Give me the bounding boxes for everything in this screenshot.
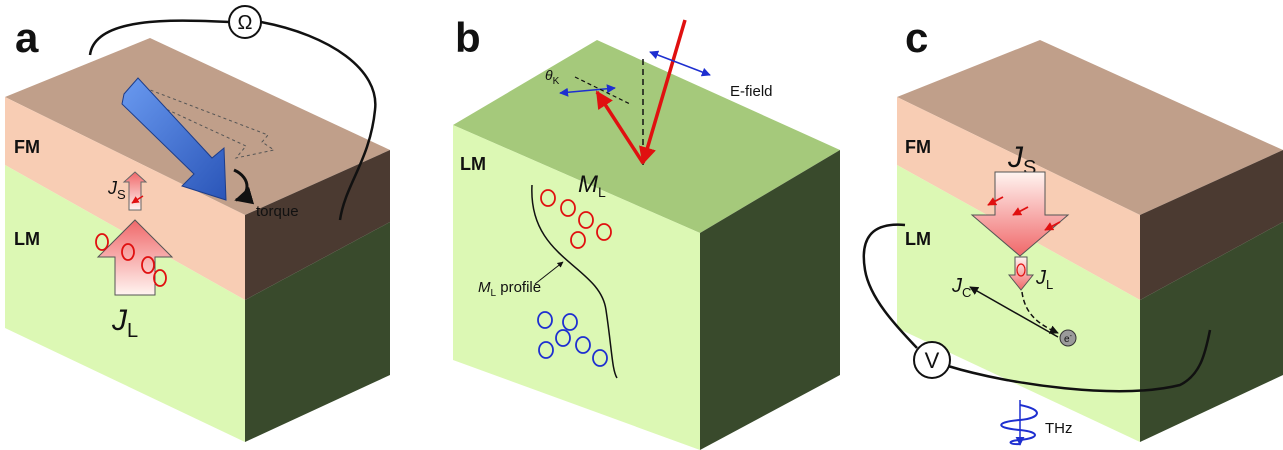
text-part: M — [478, 279, 491, 296]
voltmeter: V — [925, 348, 940, 373]
text-part: L — [598, 184, 606, 200]
thz-label: THz — [1045, 420, 1073, 437]
lm-label: LM — [460, 154, 486, 174]
panel-label: a — [15, 14, 39, 61]
text-part: M — [578, 171, 598, 198]
text-part: J — [1007, 141, 1024, 174]
ohmmeter: Ω — [238, 12, 253, 34]
torque-label: torque — [256, 203, 299, 220]
lm-label: LM — [14, 229, 40, 249]
lm-label: LM — [905, 229, 931, 249]
text-part: S — [117, 187, 126, 202]
panel-a: Ω a FM LM torque JS JL — [5, 6, 390, 442]
fm-label: FM — [905, 137, 931, 157]
text-part: profile — [496, 279, 541, 296]
shape — [1001, 405, 1037, 444]
fm-label: FM — [14, 137, 40, 157]
text-part: J — [111, 304, 128, 337]
efield-label: E-field — [730, 83, 773, 100]
figure: Ω a FM LM torque JS JL b LM E-field θK M… — [0, 0, 1283, 450]
panel-b: b LM E-field θK ML ML profile — [453, 14, 840, 450]
text-part: L — [1046, 277, 1053, 292]
text-part: K — [553, 76, 560, 87]
panel-c: c FM LM JS JL JC e- V THz — [864, 14, 1283, 445]
panel-label: c — [905, 14, 928, 61]
text-part: L — [127, 320, 138, 342]
panel-label: b — [455, 14, 481, 61]
